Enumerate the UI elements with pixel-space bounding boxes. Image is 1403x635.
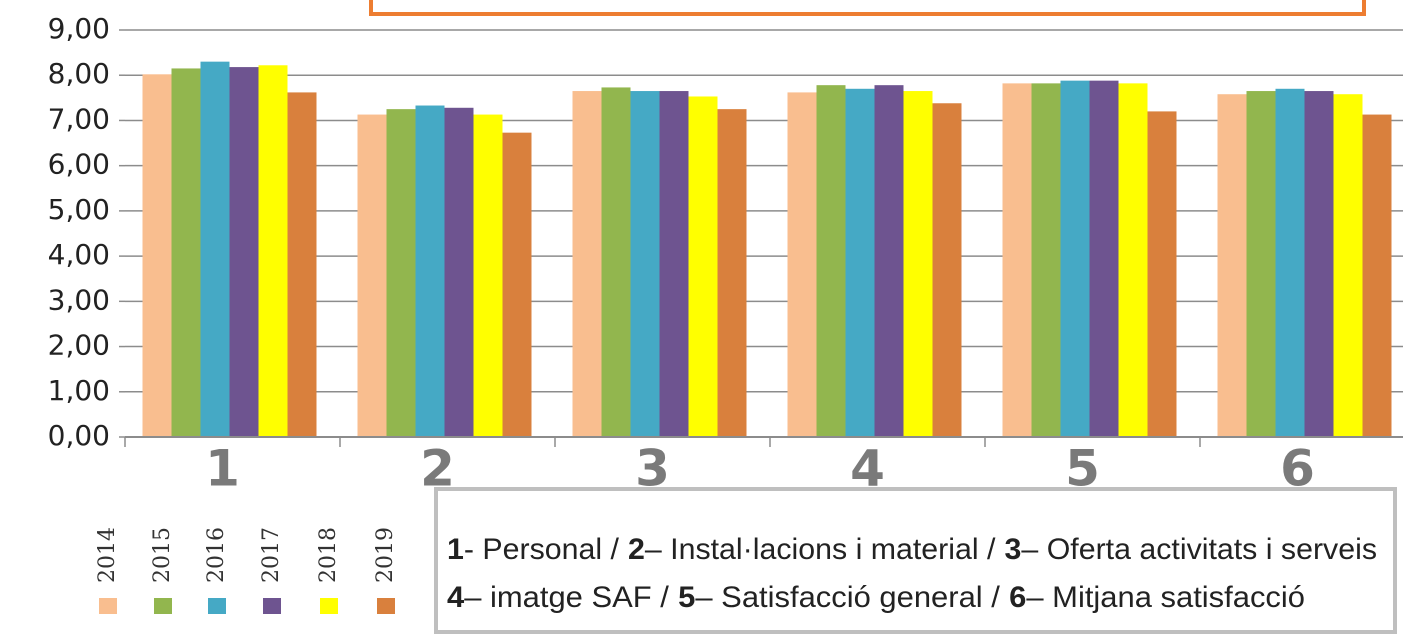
y-tick-label: 1,00 [48,374,110,407]
y-tick-label: 6,00 [48,148,110,181]
bar [444,107,474,437]
note-number: 4 [447,581,465,614]
legend-label: 2016 [204,527,229,583]
x-tick-label: 2 [420,440,455,498]
bar [386,109,416,437]
bar [1217,94,1247,438]
y-tick-label: 9,00 [48,12,110,45]
notes-box [434,487,1397,634]
y-tick-label: 0,00 [48,419,110,452]
legend-swatch [208,598,226,614]
legend-swatch [377,598,395,614]
bar [258,65,288,438]
y-tick-label: 2,00 [48,329,110,362]
note-text: – Instal·lacions i material / [645,533,996,566]
x-tick-label: 4 [850,440,885,498]
bar [601,87,631,437]
bar [1031,83,1061,438]
note-number: 1 [447,533,464,566]
bar [874,85,904,437]
legend-swatch [320,598,338,614]
bar [415,105,445,437]
legend-swatch [263,598,281,614]
bar [1246,91,1276,438]
y-tick-label: 3,00 [48,283,110,316]
y-tick-label: 7,00 [48,102,110,135]
legend-label: 2015 [150,527,175,583]
legend-label: 2019 [373,527,398,583]
bar [688,96,718,437]
x-tick-label: 5 [1065,440,1100,498]
bar [142,74,172,437]
legend-label: 2014 [95,527,120,583]
note-text: – Mitjana satisfacció [1026,581,1305,614]
note-line: 1- Personal /2– Instal·lacions i materia… [447,533,1377,566]
bar [200,61,230,438]
bar [171,68,201,437]
bar [287,92,317,437]
bar [1060,80,1090,437]
bar [845,88,875,438]
bar [1304,91,1334,438]
y-tick-label: 5,00 [48,193,110,226]
x-tick-label: 1 [205,440,240,498]
note-text: - Personal / [464,533,620,566]
note-text: – imatge SAF / [464,581,669,614]
note-number: 3 [1005,533,1022,566]
bar [1118,83,1148,438]
y-tick-label: 4,00 [48,238,110,271]
note-text: – Oferta activitats i serveis [1021,533,1377,566]
bar [787,92,817,437]
bar [572,91,602,438]
bar [659,91,689,438]
bar [1002,83,1032,438]
bar [1147,111,1177,438]
legend-swatch [154,598,172,614]
note-text: – Satisfacció general / [695,581,1000,614]
bar [1089,80,1119,437]
header-box [369,0,1366,16]
legend-label: 2018 [316,527,341,583]
note-line: 4– imatge SAF / 5– Satisfacció general / 6… [447,581,1305,614]
bar [357,114,387,437]
note-number: 2 [628,533,645,566]
bar [630,91,660,438]
bar [1333,94,1363,438]
bar [229,67,259,438]
note-number: 6 [1009,581,1026,614]
note-number: 5 [678,581,695,614]
bar [1275,88,1305,438]
x-tick-label: 3 [635,440,670,498]
bar [717,109,747,437]
bar [502,132,532,437]
x-tick-label: 6 [1280,440,1315,498]
bar [816,85,846,437]
bar [1362,114,1392,437]
bar [473,114,503,437]
legend-swatch [99,598,117,614]
bar [932,103,962,437]
y-tick-label: 8,00 [48,57,110,90]
bar [903,91,933,438]
legend-label: 2017 [259,527,284,583]
